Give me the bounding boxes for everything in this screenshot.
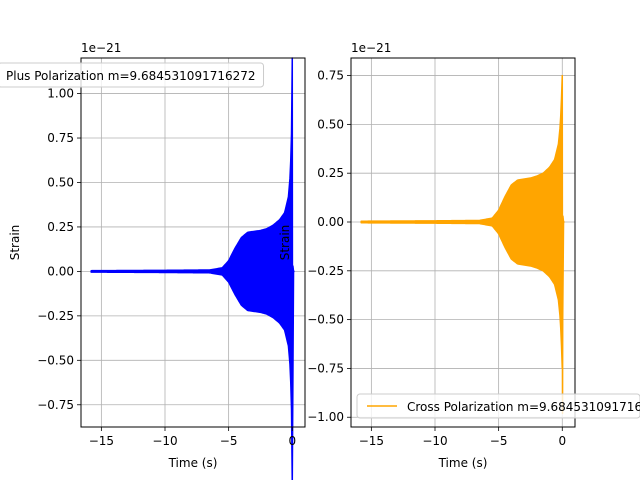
cross-y-tick-label: −0.25 <box>307 264 344 278</box>
cross-y-axis-label: Strain <box>278 225 292 261</box>
cross-offset-label: 1e−21 <box>351 41 391 55</box>
plus-strain-envelope <box>90 57 295 480</box>
plus-offset-label: 1e−21 <box>81 41 121 55</box>
cross-y-tick-label: 0.75 <box>317 69 344 83</box>
cross-x-axis-label: Time (s) <box>438 456 488 470</box>
cross-axes-frame <box>350 57 576 428</box>
plus-y-tick-label: 1.00 <box>47 87 74 101</box>
plus-y-tick-label: −0.25 <box>37 309 74 323</box>
cross-polarization-plot: −15 −10 −5 0 −1.00 −0.75 −0.50 −0.25 0.00 0.25 0.5… <box>278 41 640 470</box>
plus-y-tick-label: −0.50 <box>37 353 74 367</box>
plus-legend-box <box>0 62 265 88</box>
plus-x-tick-label: 0 <box>288 434 296 448</box>
cross-x-tick-label: 0 <box>558 434 566 448</box>
cross-legend-box <box>356 393 640 419</box>
plus-y-axis-label: Strain <box>8 225 22 261</box>
cross-y-tick-label: 0.50 <box>317 117 344 131</box>
plus-x-tick-label: −5 <box>220 434 238 448</box>
cross-y-tick-label: −0.50 <box>307 313 344 327</box>
plus-polarization-plot: −15 −10 −5 0 −0.75 −0.50 −0.25 0.00 0.25 0.50 0.75… <box>0 41 306 480</box>
cross-x-tick-label: −15 <box>359 434 384 448</box>
plus-strain-line <box>90 57 295 480</box>
cross-ticks: −15 −10 −5 0 −1.00 −0.75 −0.50 −0.25 0.00 0.25 0.5… <box>307 69 566 448</box>
plus-ticks: −15 −10 −5 0 −0.75 −0.50 −0.25 0.00 0.25 0.50 0.75… <box>37 87 296 448</box>
cross-y-tick-label: −1.00 <box>307 410 344 424</box>
plus-legend-label: Plus Polarization m=9.684531091716272 <box>6 69 256 83</box>
plus-y-tick-label: 0.50 <box>47 175 74 189</box>
cross-y-tick-label: −0.75 <box>307 361 344 375</box>
cross-grid <box>351 58 575 427</box>
plus-x-tick-label: −15 <box>89 434 114 448</box>
cross-legend: Cross Polarization m=9.684531091716272 <box>356 393 640 419</box>
plus-y-tick-label: 0.75 <box>47 131 74 145</box>
plus-x-axis-label: Time (s) <box>168 456 218 470</box>
plus-y-tick-label: −0.75 <box>37 398 74 412</box>
cross-y-tick-label: 0.25 <box>317 166 344 180</box>
cross-legend-label: Cross Polarization m=9.684531091716272 <box>407 400 640 414</box>
plus-x-tick-label: −10 <box>152 434 177 448</box>
plus-axes-frame <box>80 57 306 428</box>
cross-x-tick-label: −10 <box>422 434 447 448</box>
cross-x-tick-label: −5 <box>490 434 508 448</box>
cross-y-tick-label: 0.00 <box>317 215 344 229</box>
cross-strain-line <box>360 74 565 415</box>
plus-legend: Plus Polarization m=9.684531091716272 <box>0 62 265 88</box>
cross-strain-envelope <box>360 74 565 415</box>
plus-y-tick-label: 0.25 <box>47 220 74 234</box>
plus-y-tick-label: 0.00 <box>47 264 74 278</box>
